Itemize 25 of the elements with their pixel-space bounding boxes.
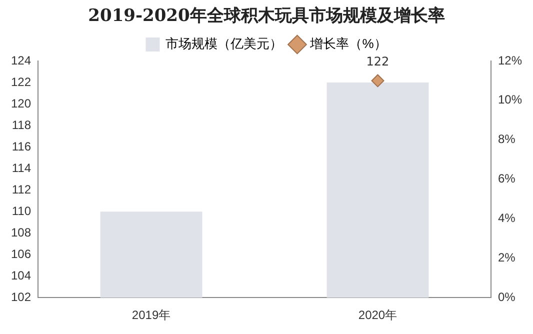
y-tick-label: 116 — [12, 139, 32, 154]
chart-title: 2019-2020年全球积木玩具市场规模及增长率 — [87, 5, 446, 28]
y-tick-label: 120 — [10, 96, 32, 110]
y-tick-label: 110 — [12, 204, 32, 218]
y-tick-label: 122 — [10, 74, 32, 89]
x-tick-label: 2020年 — [358, 308, 398, 322]
x-tick-label: 2019年 — [132, 308, 171, 322]
y2-tick-label: 10% — [498, 92, 522, 107]
y-tick-label: 124 — [10, 53, 32, 68]
y2-tick-label: 2% — [498, 250, 516, 264]
y-tick-label: 118 — [12, 118, 32, 132]
legend-label: 市场规模（亿美元） — [166, 36, 283, 52]
y2-tick-label: 6% — [498, 172, 516, 186]
y2-tick-label: 0% — [498, 290, 516, 304]
y-tick-label: 106 — [10, 246, 32, 261]
data-label: 122 — [366, 54, 390, 69]
y2-tick-label: 8% — [498, 132, 516, 146]
y-tick-label: 112 — [12, 182, 32, 196]
y-tick-label: 102 — [10, 290, 32, 304]
y-tick-label: 104 — [10, 268, 32, 282]
legend-label: 增长率（%） — [309, 36, 387, 52]
y-tick-label: 114 — [12, 160, 32, 175]
y2-tick-label: 4% — [498, 211, 516, 226]
y2-tick-label: 12% — [498, 53, 522, 68]
y-tick-label: 108 — [10, 225, 32, 240]
